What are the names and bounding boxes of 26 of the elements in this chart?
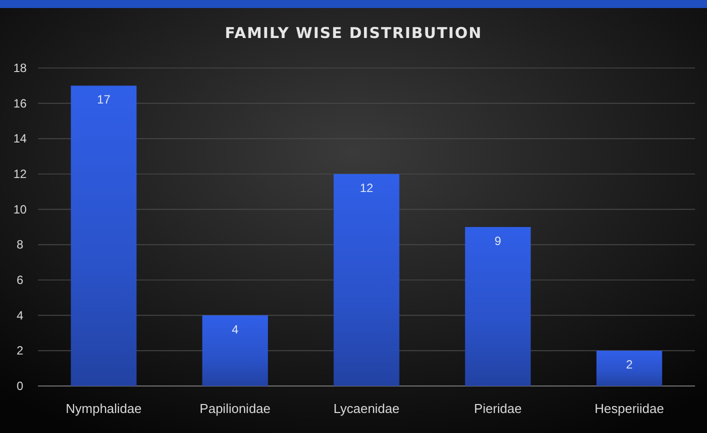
- y-tick-label: 18: [13, 61, 27, 75]
- x-tick-label: Pieridae: [474, 401, 522, 416]
- data-label: 17: [97, 92, 111, 107]
- y-tick-label: 16: [13, 96, 27, 110]
- y-tick-label: 14: [13, 132, 27, 146]
- x-tick-label: Lycaenidae: [333, 401, 400, 416]
- x-tick-label: Papilionidae: [200, 401, 271, 416]
- y-tick-label: 0: [16, 379, 24, 393]
- bar: [70, 86, 137, 386]
- x-tick-label: Hesperiidae: [594, 401, 664, 416]
- data-label: 12: [360, 181, 374, 195]
- y-tick-label: 4: [16, 308, 24, 322]
- bar: [596, 350, 662, 386]
- y-tick-label: 8: [16, 238, 24, 252]
- chart-title: FAMILY WISE DISTRIBUTION: [224, 24, 482, 42]
- x-tick-label: Nymphalidae: [66, 401, 142, 416]
- y-tick-label: 2: [16, 344, 24, 358]
- y-tick-label: 6: [16, 273, 24, 287]
- data-label: 9: [494, 234, 502, 248]
- data-label: 4: [232, 322, 239, 336]
- data-label: 2: [626, 358, 633, 372]
- y-tick-label: 12: [13, 167, 27, 181]
- bar: [334, 174, 400, 386]
- bar: [465, 227, 531, 386]
- bar: [202, 315, 268, 386]
- y-tick-label: 10: [13, 202, 27, 216]
